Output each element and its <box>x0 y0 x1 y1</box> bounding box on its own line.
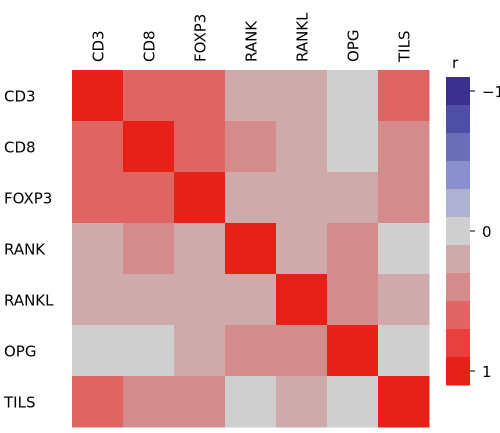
colorbar-tick-label: 0 <box>482 223 492 241</box>
heatmap-cell-cd8-foxp3 <box>174 121 226 173</box>
heatmap-cell-rank-cd8 <box>123 223 175 275</box>
row-labels: CD3 CD8 FOXP3 RANK RANKL OPG TILS <box>3 88 54 412</box>
heatmap-cell-opg-cd8 <box>123 325 175 377</box>
heatmap-cell-rankl-opg <box>327 274 379 326</box>
heatmap-cell-rankl-cd8 <box>123 274 175 326</box>
heatmap-cell-rank-tils <box>378 223 430 275</box>
heatmap-cell-opg-cd3 <box>72 325 124 377</box>
heatmap-cell-foxp3-foxp3 <box>174 172 226 224</box>
colorbar-swatch <box>446 245 470 274</box>
heatmap-cell-rank-rankl <box>276 223 328 275</box>
colorbar-title: r <box>452 54 459 72</box>
column-label-rank: RANK <box>243 20 261 62</box>
heatmap-cells <box>72 70 430 428</box>
heatmap-cell-tils-cd3 <box>72 376 124 428</box>
heatmap-cell-tils-opg <box>327 376 379 428</box>
row-label-rankl: RANKL <box>4 292 54 310</box>
colorbar-tick-label: 1 <box>482 363 492 381</box>
heatmap-cell-cd3-foxp3 <box>174 70 226 122</box>
colorbar-swatch <box>446 273 470 302</box>
colorbar-swatch <box>446 329 470 358</box>
colorbar-swatch <box>446 133 470 162</box>
heatmap-cell-foxp3-rank <box>225 172 277 224</box>
heatmap-cell-rankl-cd3 <box>72 274 124 326</box>
heatmap-cell-tils-rankl <box>276 376 328 428</box>
heatmap-cell-opg-rankl <box>276 325 328 377</box>
column-label-foxp3: FOXP3 <box>192 14 210 62</box>
heatmap-cell-cd3-cd3 <box>72 70 124 122</box>
heatmap-cell-tils-rank <box>225 376 277 428</box>
colorbar: −1 0 1 <box>446 77 500 386</box>
row-label-foxp3: FOXP3 <box>4 190 52 208</box>
colorbar-swatch <box>446 217 470 246</box>
colorbar-swatch <box>446 189 470 218</box>
heatmap-cell-cd3-cd8 <box>123 70 175 122</box>
heatmap-cell-cd8-cd8 <box>123 121 175 173</box>
heatmap-cell-rankl-foxp3 <box>174 274 226 326</box>
colorbar-swatch <box>446 105 470 134</box>
column-label-tils: TILS <box>396 31 414 63</box>
heatmap-cell-opg-tils <box>378 325 430 377</box>
heatmap-cell-foxp3-opg <box>327 172 379 224</box>
heatmap-cell-cd3-opg <box>327 70 379 122</box>
colorbar-tick-label: −1 <box>482 83 500 101</box>
heatmap-cell-rank-cd3 <box>72 223 124 275</box>
heatmap-cell-cd3-tils <box>378 70 430 122</box>
heatmap-cell-tils-tils <box>378 376 430 428</box>
row-label-opg: OPG <box>4 343 36 361</box>
colorbar-swatch <box>446 161 470 190</box>
column-label-opg: OPG <box>345 30 363 62</box>
heatmap-cell-cd8-cd3 <box>72 121 124 173</box>
heatmap-cell-rankl-rank <box>225 274 277 326</box>
heatmap-cell-foxp3-cd3 <box>72 172 124 224</box>
heatmap-cell-opg-opg <box>327 325 379 377</box>
column-label-rankl: RANKL <box>294 12 312 62</box>
heatmap-cell-rank-foxp3 <box>174 223 226 275</box>
heatmap-cell-tils-cd8 <box>123 376 175 428</box>
heatmap-cell-foxp3-cd8 <box>123 172 175 224</box>
row-label-rank: RANK <box>4 241 46 259</box>
heatmap-cell-cd8-rank <box>225 121 277 173</box>
heatmap-cell-foxp3-tils <box>378 172 430 224</box>
row-label-cd8: CD8 <box>4 139 36 157</box>
row-label-cd3: CD3 <box>4 88 36 106</box>
heatmap-cell-cd8-opg <box>327 121 379 173</box>
heatmap-cell-rank-opg <box>327 223 379 275</box>
heatmap-cell-cd3-rankl <box>276 70 328 122</box>
heatmap-cell-tils-foxp3 <box>174 376 226 428</box>
column-label-cd8: CD8 <box>141 30 159 62</box>
colorbar-swatch <box>446 77 470 106</box>
heatmap-cell-rankl-rankl <box>276 274 328 326</box>
heatmap-cell-opg-foxp3 <box>174 325 226 377</box>
column-labels: CD3 CD8 FOXP3 RANK RANKL OPG TILS <box>90 12 414 63</box>
heatmap-cell-cd8-rankl <box>276 121 328 173</box>
column-label-cd3: CD3 <box>90 30 108 62</box>
colorbar-swatch <box>446 357 470 386</box>
row-label-tils: TILS <box>3 394 35 412</box>
heatmap-cell-opg-rank <box>225 325 277 377</box>
heatmap-cell-rank-rank <box>225 223 277 275</box>
heatmap-cell-cd3-rank <box>225 70 277 122</box>
colorbar-swatch <box>446 301 470 330</box>
heatmap-cell-cd8-tils <box>378 121 430 173</box>
heatmap-cell-rankl-tils <box>378 274 430 326</box>
heatmap-cell-foxp3-rankl <box>276 172 328 224</box>
